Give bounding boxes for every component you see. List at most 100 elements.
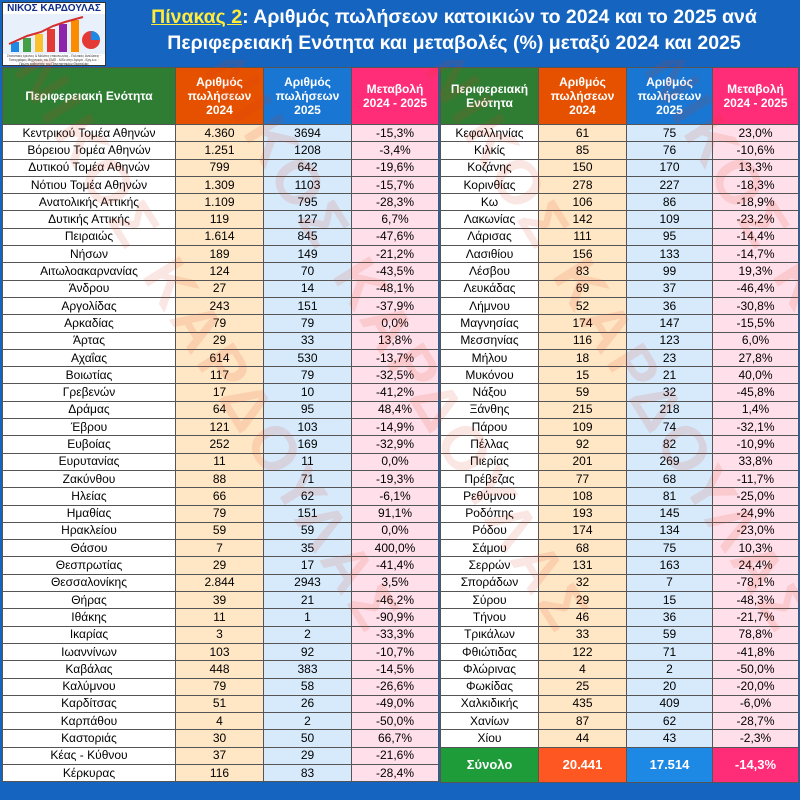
sales-2024: 174: [538, 521, 627, 541]
table-row: Ρεθύμνου 108 81 -25,0%: [440, 487, 799, 506]
sales-2025: 2: [263, 712, 352, 731]
change-percent: -13,7%: [351, 348, 439, 368]
sales-2024: 448: [175, 660, 264, 679]
sales-2025: 133: [626, 245, 713, 264]
sales-2025: 50: [263, 729, 352, 748]
change-percent: -14,9%: [351, 418, 439, 437]
table-row: Ρόδου 174 134 -23,0%: [440, 521, 799, 541]
sales-2024: 92: [538, 435, 627, 454]
table-row: Καρδίτσας 51 26 -49,0%: [2, 694, 439, 714]
table-row: Αρκαδίας 79 79 0,0%: [2, 314, 439, 333]
change-percent: -18,9%: [712, 193, 799, 212]
sales-2025: 2: [263, 625, 352, 644]
header-region: Περιφερειακή Ενότητα: [440, 67, 539, 125]
table-row: Ιωαννίνων 103 92 -10,7%: [2, 642, 439, 662]
sales-2025: 82: [626, 435, 713, 454]
change-percent: -14,4%: [712, 227, 799, 247]
region-name: Πρέβεζας: [440, 469, 539, 489]
table-row: Κοζάνης 150 170 13,3%: [440, 158, 799, 177]
sales-2025: 145: [626, 504, 713, 523]
change-percent: 3,5%: [351, 573, 439, 593]
sales-2025: 86: [626, 193, 713, 212]
sales-2025: 10: [263, 383, 352, 402]
table-row: Σύρου 29 15 -48,3%: [440, 591, 799, 610]
table-row: Καλύμνου 79 58 -26,6%: [2, 677, 439, 696]
table-row: Καρπάθου 4 2 -50,0%: [2, 712, 439, 731]
region-name: Άνδρου: [2, 279, 176, 298]
sales-2025: 1: [263, 608, 352, 627]
sales-2025: 92: [263, 642, 352, 662]
change-percent: 13,3%: [712, 158, 799, 177]
table-row: Αχαΐας 614 530 -13,7%: [2, 348, 439, 368]
change-percent: -50,0%: [712, 660, 799, 679]
region-name: Κεντρικού Τομέα Αθηνών: [2, 123, 176, 143]
table-row: Δυτικής Αττικής 119 127 6,7%: [2, 210, 439, 229]
sales-2025: 68: [626, 469, 713, 489]
sales-2024: 37: [175, 746, 264, 765]
title-line-2: Περιφερειακή Ενότητα και μεταβολές (%) μ…: [167, 32, 741, 54]
region-name: Λήμνου: [440, 296, 539, 316]
region-name: Ευρυτανίας: [2, 452, 176, 471]
sales-2024: 116: [175, 763, 264, 783]
change-percent: 33,8%: [712, 452, 799, 471]
change-percent: -21,6%: [351, 746, 439, 765]
change-percent: 0,0%: [351, 521, 439, 541]
sales-2024: 119: [175, 210, 264, 229]
sales-2024: 111: [538, 227, 627, 247]
table-row: Πρέβεζας 77 68 -11,7%: [440, 469, 799, 489]
sales-2025: 58: [263, 677, 352, 696]
change-percent: 0,0%: [351, 452, 439, 471]
sales-2025: 71: [626, 642, 713, 662]
sales-2024: 44: [538, 729, 627, 748]
region-name: Νότιου Τομέα Αθηνών: [2, 175, 176, 195]
sales-2024: 25: [538, 677, 627, 696]
change-percent: 1,4%: [712, 400, 799, 420]
region-name: Πιερίας: [440, 452, 539, 471]
region-name: Αχαΐας: [2, 348, 176, 368]
table-row: Μαγνησίας 174 147 -15,5%: [440, 314, 799, 333]
change-percent: 24,4%: [712, 556, 799, 575]
sales-2024: 252: [175, 435, 264, 454]
change-percent: -10,7%: [351, 642, 439, 662]
table-row: Θεσπρωτίας 29 17 -41,4%: [2, 556, 439, 575]
change-percent: 6,0%: [712, 331, 799, 350]
sales-2025: 59: [626, 625, 713, 644]
sales-2025: 79: [263, 314, 352, 333]
sales-2024: 66: [175, 487, 264, 506]
change-percent: 6,7%: [351, 210, 439, 229]
sales-2024: 117: [175, 366, 264, 385]
region-name: Δυτικού Τομέα Αθηνών: [2, 158, 176, 177]
change-percent: -18,3%: [712, 175, 799, 195]
region-name: Ξάνθης: [440, 400, 539, 420]
sales-2025: 169: [263, 435, 352, 454]
sales-2025: 95: [263, 400, 352, 420]
table-row: Κεντρικού Τομέα Αθηνών 4.360 3694 -15,3%: [2, 123, 439, 143]
sales-2024: 29: [538, 591, 627, 610]
sales-2024: 121: [175, 418, 264, 437]
sales-2024: 64: [175, 400, 264, 420]
region-name: Λευκάδας: [440, 279, 539, 298]
region-name: Σερρών: [440, 556, 539, 575]
region-name: Λάρισας: [440, 227, 539, 247]
sales-2024: 59: [175, 521, 264, 541]
change-percent: -23,0%: [712, 521, 799, 541]
table-row: Θήρας 39 21 -46,2%: [2, 591, 439, 610]
region-name: Ρόδου: [440, 521, 539, 541]
region-name: Χανίων: [440, 712, 539, 731]
table-row: Θάσου 7 35 400,0%: [2, 539, 439, 558]
sales-2024: 46: [538, 608, 627, 627]
table-row: Ικαρίας 3 2 -33,3%: [2, 625, 439, 644]
change-percent: -32,9%: [351, 435, 439, 454]
sales-2025: 7: [626, 573, 713, 593]
sales-2025: 147: [626, 314, 713, 333]
sales-2024: 142: [538, 210, 627, 229]
table-row: Γρεβενών 17 10 -41,2%: [2, 383, 439, 402]
sales-2024: 4: [538, 660, 627, 679]
change-percent: -46,4%: [712, 279, 799, 298]
sales-2024: 61: [538, 123, 627, 143]
sales-2024: 30: [175, 729, 264, 748]
sales-2025: 62: [626, 712, 713, 731]
change-percent: -15,3%: [351, 123, 439, 143]
sales-2025: 109: [626, 210, 713, 229]
sales-2024: 243: [175, 296, 264, 316]
